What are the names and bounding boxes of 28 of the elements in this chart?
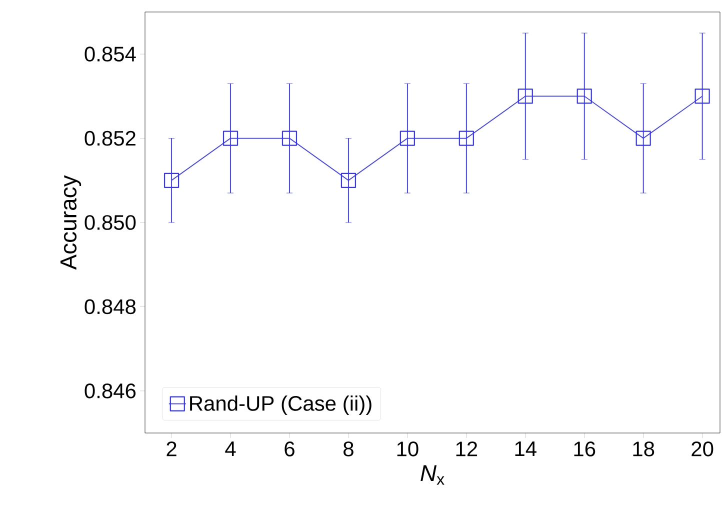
point	[340, 172, 356, 188]
x-tick-label: 4	[225, 442, 236, 456]
point	[518, 88, 533, 104]
y-axis-title: Accuracy	[60, 175, 82, 270]
x-axis-title: N$_{x}$	[420, 465, 444, 485]
point	[400, 130, 415, 146]
point	[222, 130, 238, 146]
x-tick-label: 6	[284, 442, 294, 456]
point	[576, 88, 592, 104]
x-tick-label: 14	[515, 442, 536, 456]
point	[164, 172, 180, 188]
point	[694, 88, 710, 104]
x-tick-label: 2	[166, 442, 176, 456]
point	[458, 130, 474, 146]
y-tick-label: 0.848	[84, 299, 136, 314]
x-tick-label: 8	[344, 442, 354, 456]
legend-label: Rand-UP (Case (ii))	[190, 395, 372, 416]
y-tick-label: 0.850	[84, 215, 136, 230]
x-tick-label: 12	[456, 442, 478, 456]
x-tick-label: 20	[692, 442, 714, 456]
point	[282, 130, 298, 146]
x-tick-label: 16	[574, 442, 596, 456]
y-tick-label: 0.852	[84, 130, 136, 146]
y-tick-label: 0.846	[84, 383, 136, 398]
point	[636, 130, 651, 146]
y-tick-label: 0.854	[84, 46, 136, 62]
x-tick-label: 10	[397, 442, 418, 456]
x-tick-label: 18	[633, 442, 654, 456]
